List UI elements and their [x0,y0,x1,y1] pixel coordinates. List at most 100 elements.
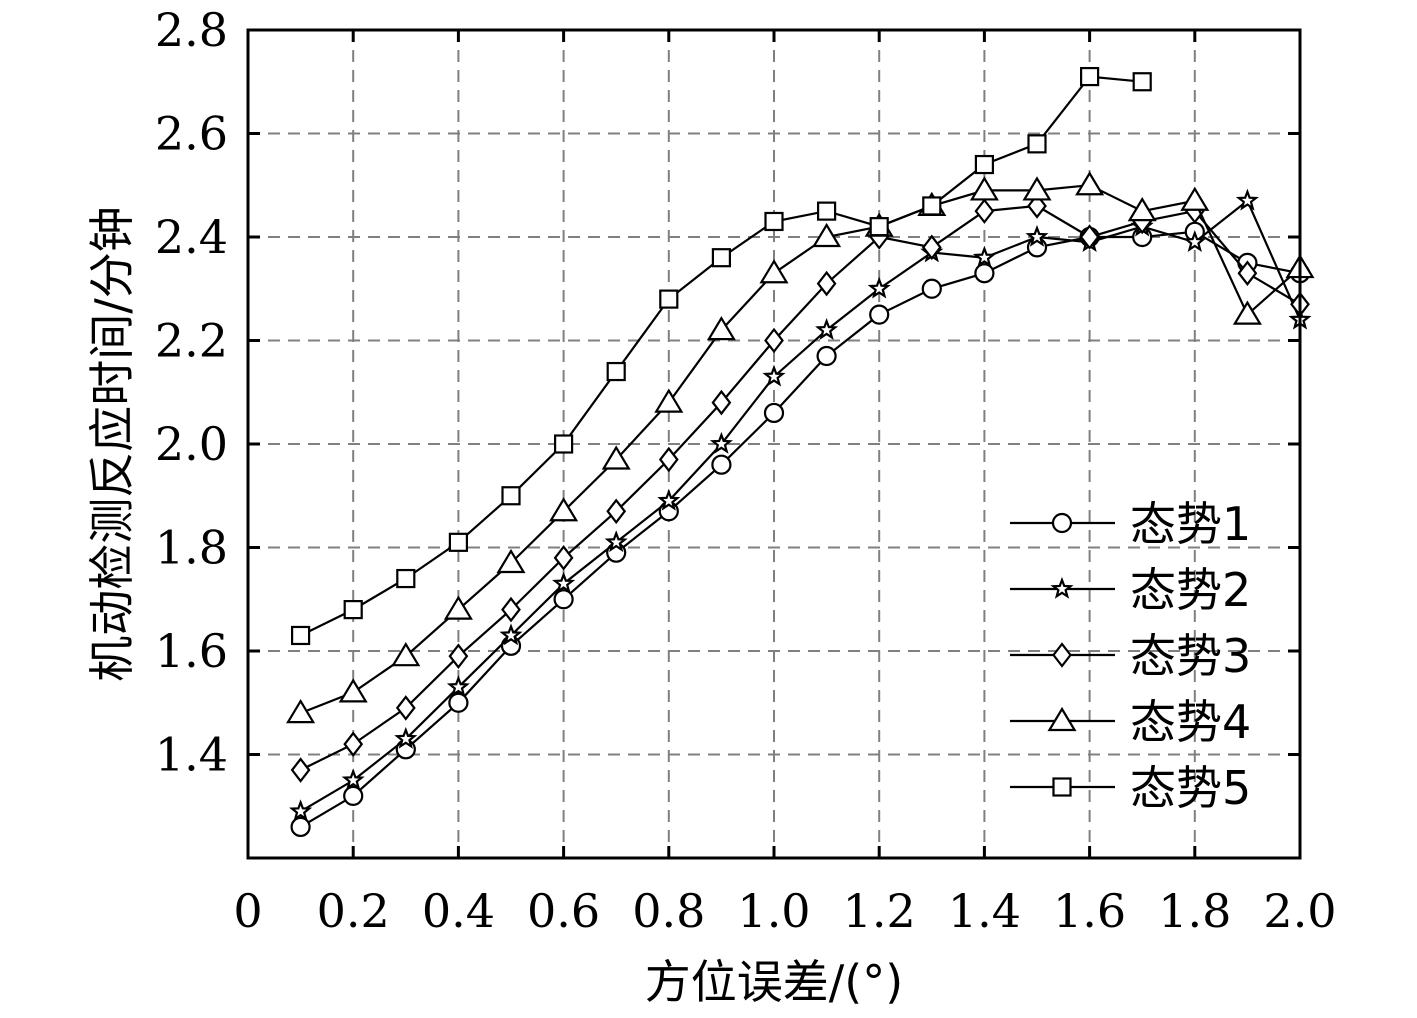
marker-star [709,431,733,454]
marker-circle [711,454,732,475]
marker-triangle [601,445,631,470]
marker-diamond [501,596,521,623]
marker-circle [921,278,942,299]
legend-item-1: 态势1 [1010,497,1251,551]
marker-diamond [1237,260,1258,287]
marker-square [974,154,995,175]
series-3 [290,193,1310,783]
x-tick-label: 1.8 [1158,884,1231,938]
marker-square [659,289,679,309]
marker-triangle [1022,176,1052,201]
marker-circle [290,816,311,838]
marker-square [922,196,942,216]
marker-triangle [812,222,842,248]
marker-circle [1051,512,1073,534]
marker-triangle [759,259,789,284]
marker-triangle [1127,196,1157,222]
marker-triangle [391,642,421,667]
y-tick-label: 2.0 [155,417,228,471]
marker-circle [869,304,890,325]
marker-star [394,726,418,749]
marker-diamond [606,498,627,525]
x-tick-label: 1.2 [843,884,916,938]
legend-label: 态势4 [1130,695,1251,749]
marker-square [869,217,889,237]
marker-square [1052,777,1072,797]
marker-diamond [974,198,995,224]
series-5 [291,66,1152,646]
marker-circle [974,263,995,284]
marker-star [1183,230,1207,252]
marker-diamond [553,545,574,571]
marker-triangle [496,548,526,574]
marker-circle [553,589,574,610]
series-line [300,75,1143,637]
marker-circle [448,692,469,713]
marker-star [762,364,786,387]
marker-diamond [711,389,732,416]
axis-ticks [246,28,1302,858]
marker-square [343,599,363,620]
marker-diamond [764,327,784,354]
marker-star [1025,224,1049,247]
marker-square [606,361,626,382]
marker-triangle [654,388,684,413]
x-tick-label: 1.0 [737,884,810,938]
series-line [300,199,1302,813]
marker-triangle [1232,300,1262,325]
marker-triangle [969,176,999,201]
marker-star [657,488,681,511]
legend-item-4: 态势4 [1010,695,1251,749]
marker-triangle [1047,706,1077,732]
series-line [300,184,1301,715]
marker-star [1050,576,1074,599]
y-tick-label: 2.8 [155,3,228,57]
y-tick-label: 2.6 [155,107,228,161]
marker-diamond [343,731,364,757]
y-tick-label: 2.2 [155,314,228,368]
marker-diamond [1079,224,1100,250]
tick-labels: 0 0.2 0.4 0.6 0.8 1.0 1.2 1.4 1.6 1.8 2.0 1.4 1.6 1.8… [155,3,1337,938]
marker-diamond [1052,642,1072,668]
marker-square [816,201,837,221]
marker-star [815,318,839,340]
marker-triangle [286,698,316,724]
marker-diamond [290,757,311,783]
x-tick-label: 2.0 [1263,884,1336,938]
marker-square [1132,72,1152,92]
marker-square [291,625,311,646]
marker-star [604,530,628,553]
y-tick-label: 1.4 [155,728,228,782]
marker-diamond [448,643,469,669]
marker-star [341,768,365,791]
marker-circle [343,785,364,807]
marker-diamond [816,270,837,297]
marker-star [1235,188,1259,211]
marker-circle [816,345,837,367]
marker-square [501,486,521,506]
marker-star [499,623,523,646]
marker-star [867,276,891,299]
marker-triangle [338,678,368,703]
x-tick-label: 0.4 [422,884,495,938]
marker-diamond [395,695,416,721]
x-tick-label: 0 [233,884,262,938]
marker-square [1027,134,1047,154]
legend-label: 态势2 [1130,563,1251,617]
marker-square [396,568,416,589]
marker-star [972,245,996,268]
y-tick-label: 2.4 [155,210,228,264]
x-tick-label: 1.6 [1053,884,1126,938]
legend-item-2: 态势2 [1010,563,1251,617]
legend-label: 态势1 [1130,497,1251,551]
y-tick-label: 1.6 [155,624,228,678]
marker-square [553,434,574,454]
x-tick-label: 0.6 [527,884,600,938]
y-axis-label: 机动检测反应时间/分钟 [85,206,139,682]
marker-triangle [1075,171,1105,196]
marker-star [289,799,313,822]
legend: 态势1 态势2 态势3 态势4 态势5 [1010,497,1251,815]
marker-square [448,532,468,552]
marker-diamond [658,446,679,473]
